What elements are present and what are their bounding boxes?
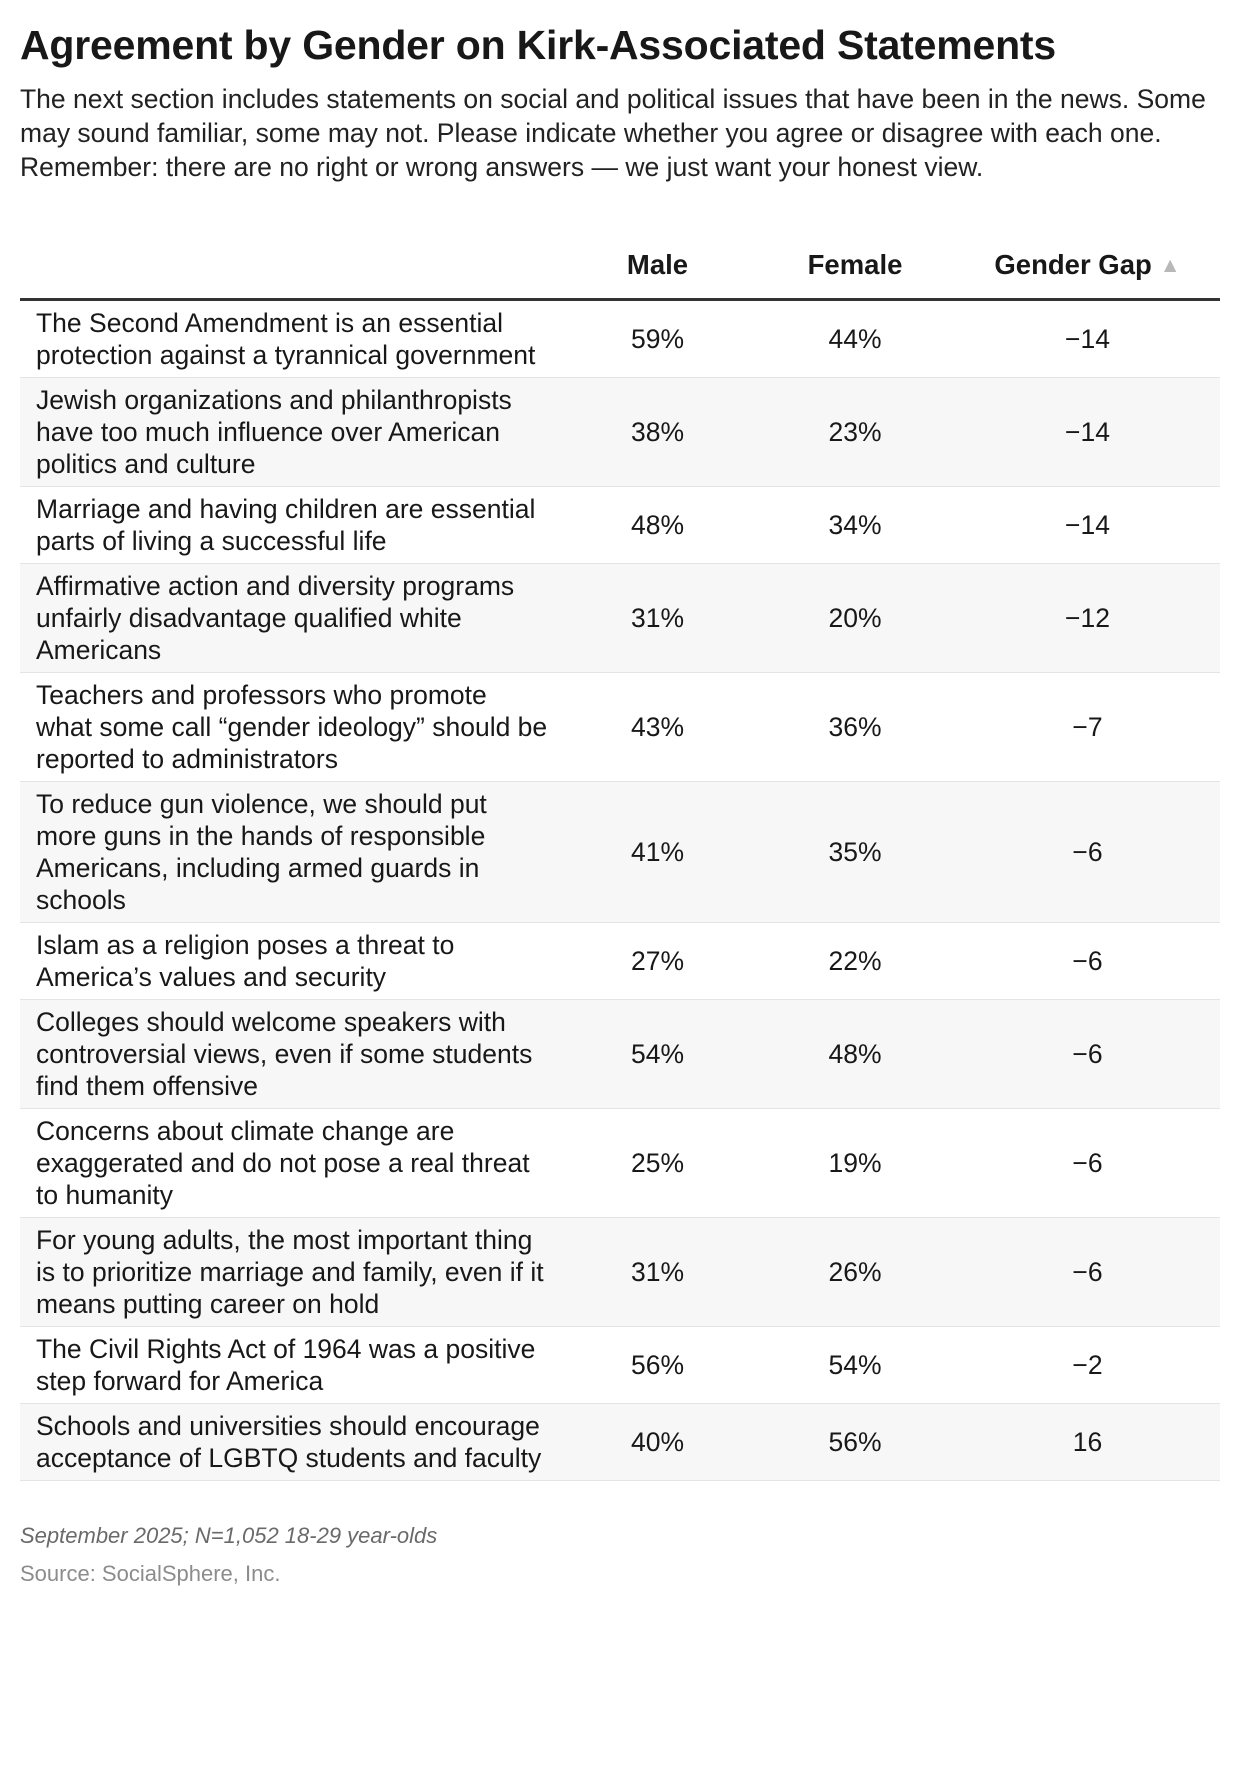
table-body: The Second Amendment is an essential pro…	[20, 299, 1220, 1481]
chart-container: Agreement by Gender on Kirk-Associated S…	[20, 22, 1220, 1586]
gender-gap-cell: −14	[955, 486, 1220, 564]
female-value-cell: 26%	[755, 1217, 955, 1327]
statement-cell: Concerns about climate change are exagge…	[20, 1108, 560, 1218]
female-value-cell: 22%	[755, 922, 955, 1000]
female-value-cell: 19%	[755, 1108, 955, 1218]
male-value-cell: 31%	[560, 1217, 755, 1327]
table-row: Schools and universities should encourag…	[20, 1403, 1220, 1481]
male-value-cell: 43%	[560, 672, 755, 782]
statement-cell: Affirmative action and diversity program…	[20, 563, 560, 673]
male-value-cell: 48%	[560, 486, 755, 564]
table-header: Male Female Gender Gap ▲	[20, 232, 1220, 301]
female-value-cell: 34%	[755, 486, 955, 564]
table-row: Colleges should welcome speakers with co…	[20, 999, 1220, 1109]
gender-gap-cell: −6	[955, 1217, 1220, 1327]
sort-ascending-icon[interactable]: ▲	[1159, 254, 1181, 277]
female-value-cell: 56%	[755, 1403, 955, 1481]
female-value-cell: 44%	[755, 299, 955, 378]
data-table: Male Female Gender Gap ▲ The Second Amend…	[20, 232, 1220, 1481]
header-female[interactable]: Female	[755, 232, 955, 301]
statement-cell: For young adults, the most important thi…	[20, 1217, 560, 1327]
header-statement	[20, 232, 560, 301]
statement-cell: To reduce gun violence, we should put mo…	[20, 781, 560, 923]
gender-gap-cell: −6	[955, 1108, 1220, 1218]
statement-cell: Islam as a religion poses a threat to Am…	[20, 922, 560, 1000]
female-value-cell: 35%	[755, 781, 955, 923]
male-value-cell: 59%	[560, 299, 755, 378]
statement-cell: The Second Amendment is an essential pro…	[20, 299, 560, 378]
table-row: Affirmative action and diversity program…	[20, 563, 1220, 673]
statement-cell: Teachers and professors who promote what…	[20, 672, 560, 782]
table-row: The Civil Rights Act of 1964 was a posit…	[20, 1326, 1220, 1404]
male-value-cell: 25%	[560, 1108, 755, 1218]
gender-gap-cell: −6	[955, 999, 1220, 1109]
male-value-cell: 40%	[560, 1403, 755, 1481]
gender-gap-cell: −14	[955, 377, 1220, 487]
gender-gap-cell: −6	[955, 781, 1220, 923]
statement-cell: Schools and universities should encourag…	[20, 1403, 560, 1481]
table-row: Concerns about climate change are exagge…	[20, 1108, 1220, 1218]
gender-gap-cell: −2	[955, 1326, 1220, 1404]
gender-gap-cell: 16	[955, 1403, 1220, 1481]
female-value-cell: 48%	[755, 999, 955, 1109]
table-row: Teachers and professors who promote what…	[20, 672, 1220, 782]
female-value-cell: 23%	[755, 377, 955, 487]
header-gender-gap[interactable]: Gender Gap ▲	[955, 232, 1220, 301]
header-male[interactable]: Male	[560, 232, 755, 301]
footnote: September 2025; N=1,052 18-29 year-olds	[20, 1523, 438, 1548]
table-row: Jewish organizations and philanthropists…	[20, 377, 1220, 487]
statement-cell: Colleges should welcome speakers with co…	[20, 999, 560, 1109]
male-value-cell: 41%	[560, 781, 755, 923]
table-row: Marriage and having children are essenti…	[20, 486, 1220, 564]
female-value-cell: 20%	[755, 563, 955, 673]
gender-gap-cell: −12	[955, 563, 1220, 673]
male-value-cell: 38%	[560, 377, 755, 487]
chart-subtitle: The next section includes statements on …	[20, 84, 1206, 182]
table-row: To reduce gun violence, we should put mo…	[20, 781, 1220, 923]
source-credit: Source: SocialSphere, Inc.	[20, 1561, 281, 1586]
table-row: For young adults, the most important thi…	[20, 1217, 1220, 1327]
male-value-cell: 56%	[560, 1326, 755, 1404]
statement-cell: The Civil Rights Act of 1964 was a posit…	[20, 1326, 560, 1404]
statement-cell: Jewish organizations and philanthropists…	[20, 377, 560, 487]
female-value-cell: 36%	[755, 672, 955, 782]
statement-cell: Marriage and having children are essenti…	[20, 486, 560, 564]
gender-gap-cell: −14	[955, 299, 1220, 378]
male-value-cell: 54%	[560, 999, 755, 1109]
male-value-cell: 27%	[560, 922, 755, 1000]
male-value-cell: 31%	[560, 563, 755, 673]
gender-gap-cell: −7	[955, 672, 1220, 782]
chart-title: Agreement by Gender on Kirk-Associated S…	[20, 22, 1056, 68]
female-value-cell: 54%	[755, 1326, 955, 1404]
table-row: The Second Amendment is an essential pro…	[20, 299, 1220, 378]
header-gender-gap-label: Gender Gap	[994, 249, 1152, 280]
gender-gap-cell: −6	[955, 922, 1220, 1000]
table-row: Islam as a religion poses a threat to Am…	[20, 922, 1220, 1000]
